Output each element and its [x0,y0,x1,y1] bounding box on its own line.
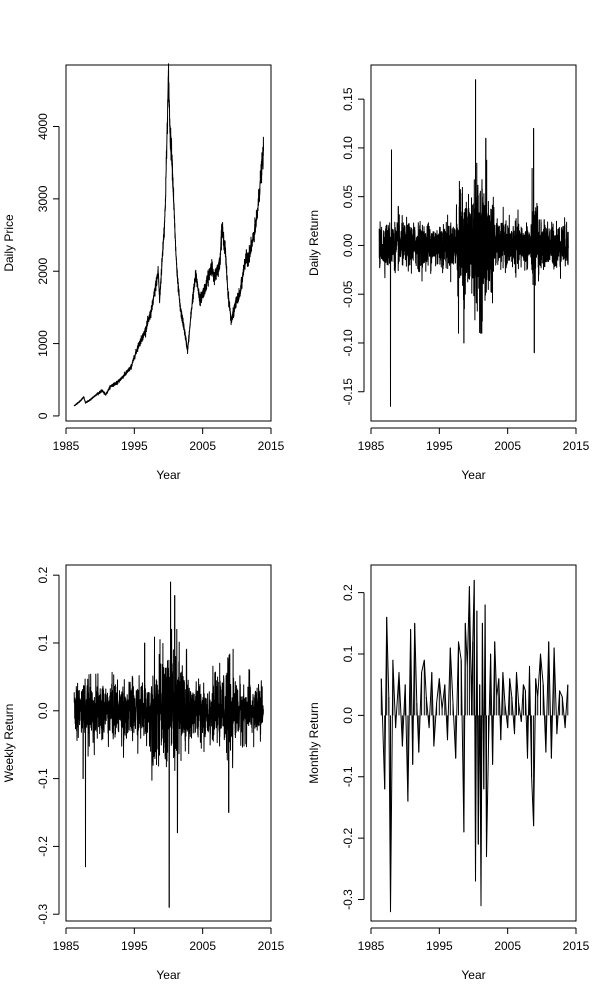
y-tick-label: 3000 [36,185,50,212]
chart-panel-3: 1985 1995 2005 2015 Year -0.3 -0.2 -0.1 0.0 0.1 0.… [2,564,285,982]
chart-panel-1: 1985 1995 2005 2015 Year 0 1000 2000 3000 4000 Dai… [2,63,285,482]
x-tick-label: 2015 [563,439,590,453]
x-tick-label: 2005 [494,939,521,953]
y-axis-label: Daily Return [307,210,321,276]
y-axis: -0.3 -0.2 -0.1 0.0 0.1 0.2 Monthly Return [307,584,365,910]
chart-panel-4: 1985 1995 2005 2015 Year -0.3 -0.2 -0.1 0.0 0.1 0.… [307,564,590,982]
y-axis-label: Monthly Return [307,702,321,783]
y-tick-label: 0.2 [341,584,355,601]
y-tick-label: -0.3 [341,889,355,910]
y-tick-label: 0.1 [341,645,355,662]
x-tick-label: 2005 [189,439,216,453]
y-tick-label: 0.0 [36,702,50,719]
y-tick-label: 0.00 [341,233,355,257]
plot-frame [370,564,577,922]
x-axis-label: Year [461,968,485,982]
y-axis-label: Weekly Return [2,704,16,782]
y-tick-label: 0.10 [341,136,355,160]
x-tick-label: 1995 [426,939,453,953]
y-tick-label: 0.15 [341,87,355,111]
y-tick-label: -0.05 [341,280,355,308]
series-line [378,79,569,407]
x-axis: 1985 1995 2005 2015 Year [358,427,590,482]
series-line [73,63,264,407]
y-axis: -0.15 -0.10 -0.05 0.00 0.05 0.10 0.15 Daily Ret… [307,87,365,406]
plot-frame [370,64,577,422]
x-axis-label: Year [461,468,485,482]
y-tick-label: 1000 [36,330,50,357]
y-tick-label: 0.2 [36,567,50,584]
chart-panel-2: 1985 1995 2005 2015 Year -0.15 -0.10 -0.05 0.00 0… [307,64,590,482]
y-tick-label: -0.1 [36,768,50,789]
plot-frame [65,564,272,922]
y-tick-label: -0.1 [341,766,355,787]
x-tick-label: 1995 [121,939,148,953]
plot-frame [65,64,272,422]
x-axis: 1985 1995 2005 2015 Year [358,927,590,982]
x-tick-label: 1985 [53,439,80,453]
x-tick-label: 2015 [258,939,285,953]
y-tick-label: 0.1 [36,634,50,651]
series-line [73,581,264,908]
x-axis: 1985 1995 2005 2015 Year [53,427,285,482]
y-tick-label: -0.2 [36,836,50,857]
y-tick-label: -0.2 [341,827,355,848]
x-tick-label: 1995 [426,439,453,453]
y-axis: 0 1000 2000 3000 4000 Daily Price [2,113,60,419]
y-tick-label: -0.15 [341,378,355,406]
x-tick-label: 1985 [53,939,80,953]
y-tick-label: -0.10 [341,329,355,357]
y-tick-label: 4000 [36,113,50,140]
x-tick-label: 2015 [258,439,285,453]
x-axis: 1985 1995 2005 2015 Year [53,927,285,982]
y-tick-label: 2000 [36,258,50,285]
x-tick-label: 1985 [358,939,385,953]
y-tick-label: 0.05 [341,185,355,209]
x-tick-label: 1995 [121,439,148,453]
y-tick-label: 0.0 [341,707,355,724]
y-tick-label: 0 [36,412,50,419]
x-tick-label: 2015 [563,939,590,953]
x-axis-label: Year [156,468,180,482]
y-axis: -0.3 -0.2 -0.1 0.0 0.1 0.2 Weekly Return [2,567,60,925]
y-axis-label: Daily Price [2,214,16,272]
x-tick-label: 2005 [494,439,521,453]
x-axis-label: Year [156,968,180,982]
x-tick-label: 2005 [189,939,216,953]
y-tick-label: -0.3 [36,904,50,925]
x-tick-label: 1985 [358,439,385,453]
